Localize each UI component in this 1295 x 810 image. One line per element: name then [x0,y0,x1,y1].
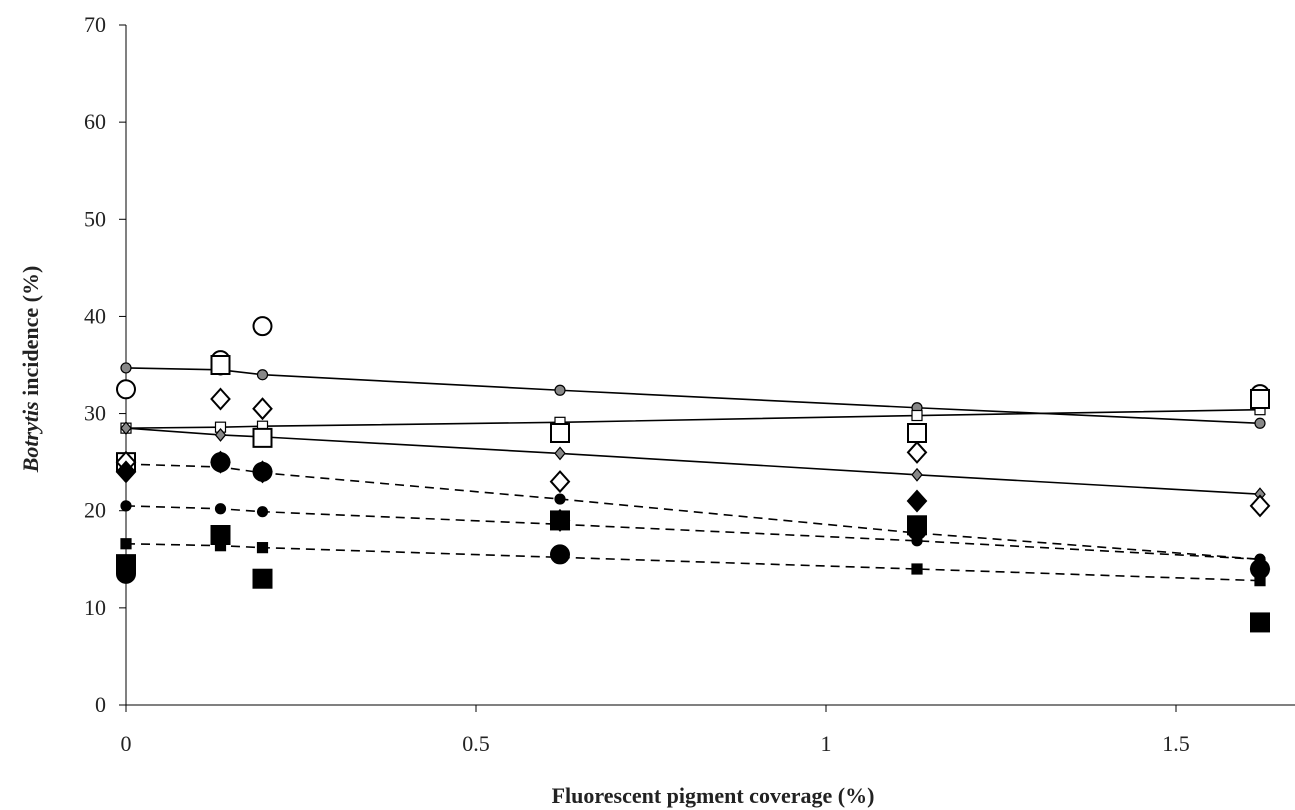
series-open-square [116,355,1270,473]
trend-point [214,428,227,442]
x-tick-label: 0.5 [462,731,490,756]
data-point [116,554,136,575]
data-point [1249,557,1271,581]
trend-point [554,384,566,396]
trend-point [256,369,269,381]
data-point [549,508,571,532]
y-tick-label: 40 [84,303,106,328]
series-filled-square [116,510,1270,633]
data-markers [115,316,1271,633]
trend-point [256,506,269,518]
trend-point [911,563,923,575]
data-point [210,450,231,474]
trend-point [214,503,227,515]
data-point [116,379,136,400]
y-tick-label: 60 [84,109,106,134]
trend-lines [120,362,1266,587]
trend-point [120,538,132,550]
data-point [906,489,928,513]
trend-point [911,467,923,482]
trend-point [120,500,132,512]
data-point [906,440,928,464]
y-tick-label: 50 [84,206,106,231]
series-filled-circle [116,452,1270,584]
x-tick-label: 1.5 [1162,731,1190,756]
series-filled-diamond [115,450,1271,581]
y-axis-title-italic: Botrytis [18,401,43,473]
data-point [907,423,927,443]
data-point [210,387,231,411]
data-point [1250,389,1270,409]
trend-line-path [125,427,1261,495]
y-tick-label: 70 [84,12,106,37]
trend-line-path [125,505,1261,561]
data-point [549,470,571,494]
y-tick-label: 0 [95,692,106,717]
trend-line-path [125,463,1261,561]
data-point [210,525,231,545]
y-tick-label: 30 [84,401,106,426]
trend-line-path [125,408,1261,429]
y-tick-label: 20 [84,498,106,523]
trend-line-solid [120,362,1266,429]
trend-point [120,362,132,374]
trend-point [1254,417,1266,429]
trend-line-solid [120,421,1266,502]
data-point [252,397,273,421]
trend-point [911,409,923,422]
data-point [1249,494,1271,518]
data-point [252,568,273,589]
data-point [252,316,273,337]
y-tick-label: 10 [84,595,106,620]
data-point [115,460,137,484]
x-tick-label: 0 [121,731,132,756]
x-axis-title: Fluorescent pigment coverage (%) [552,783,875,808]
trend-point [120,421,132,436]
trend-line-dashed [120,500,1266,565]
y-axis-title-rest: incidence (%) [18,266,43,402]
series-open-diamond [115,387,1271,518]
series-open-circle [116,316,1270,443]
trend-line-solid [120,404,1266,434]
data-point [252,460,273,484]
data-point [550,423,570,443]
trend-point [554,446,566,461]
data-point [550,544,570,565]
data-point [907,515,927,536]
x-tick-label: 1 [821,731,832,756]
trend-line-path [125,542,1261,582]
data-point [1250,612,1270,633]
data-point [210,355,231,375]
trend-point [554,493,566,505]
trend-line-dashed [120,538,1266,587]
data-point [252,427,273,448]
trend-line-path [125,367,1261,425]
axes: 0 10 20 30 40 50 60 70 0 0.5 1 1.5 [84,12,1295,756]
y-axis-title: Botrytis incidence (%) [18,266,43,474]
trend-point [256,542,269,554]
